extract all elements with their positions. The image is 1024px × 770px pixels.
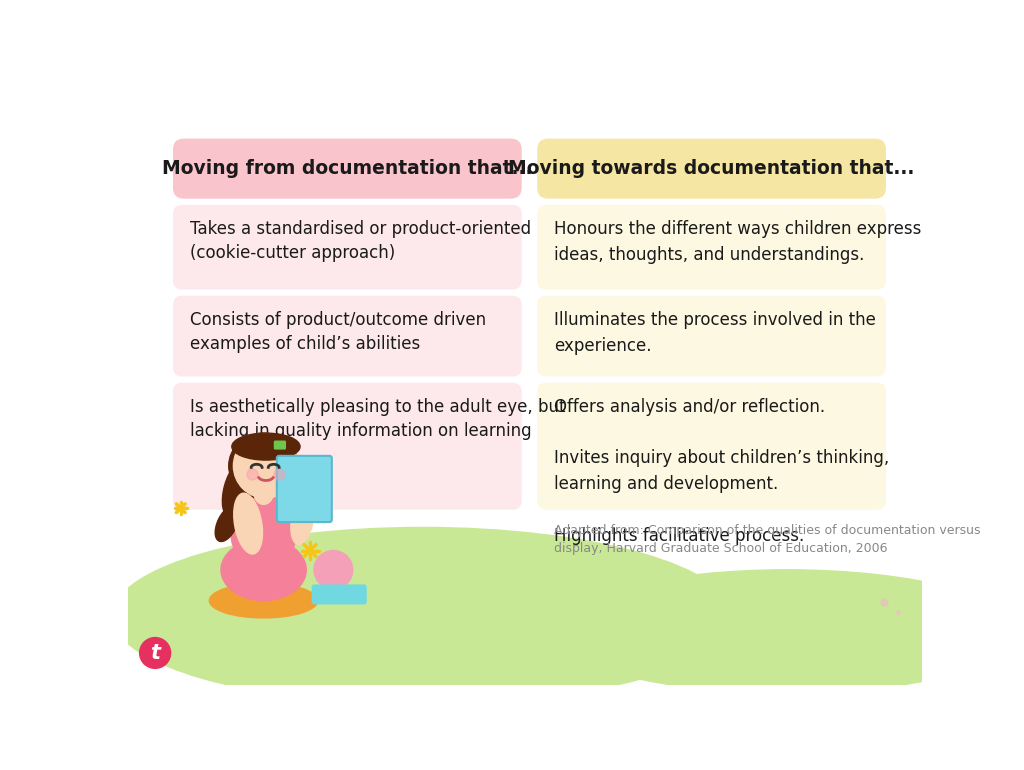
Ellipse shape <box>221 539 306 601</box>
Text: Moving from documentation that...: Moving from documentation that... <box>162 159 532 178</box>
FancyBboxPatch shape <box>173 383 521 510</box>
Ellipse shape <box>291 495 314 544</box>
FancyBboxPatch shape <box>538 296 886 377</box>
Ellipse shape <box>113 527 732 705</box>
FancyBboxPatch shape <box>311 584 367 604</box>
FancyBboxPatch shape <box>538 205 886 290</box>
Ellipse shape <box>233 493 262 554</box>
Ellipse shape <box>554 570 1019 693</box>
Ellipse shape <box>228 433 299 499</box>
FancyBboxPatch shape <box>274 441 286 449</box>
Text: Adapted from: Comparison of the qualities of documentation versus
display, Harva: Adapted from: Comparison of the qualitie… <box>554 524 981 554</box>
Text: t: t <box>151 643 160 663</box>
Text: Moving towards documentation that...: Moving towards documentation that... <box>508 159 914 178</box>
Ellipse shape <box>230 493 297 570</box>
Text: Consists of product/outcome driven
examples of child’s abilities: Consists of product/outcome driven examp… <box>190 311 486 353</box>
Text: Offers analysis and/or reflection.

Invites inquiry about children’s thinking,
l: Offers analysis and/or reflection. Invit… <box>554 398 890 544</box>
FancyBboxPatch shape <box>538 383 886 510</box>
Circle shape <box>233 434 299 498</box>
FancyBboxPatch shape <box>538 139 886 199</box>
Ellipse shape <box>222 461 251 517</box>
Ellipse shape <box>314 551 352 589</box>
FancyBboxPatch shape <box>173 296 521 377</box>
Text: Takes a standardised or product-oriented
(cookie-cutter approach): Takes a standardised or product-oriented… <box>190 220 531 262</box>
Ellipse shape <box>254 481 273 504</box>
Ellipse shape <box>215 506 240 541</box>
Text: Is aesthetically pleasing to the adult eye, but
lacking in quality information o: Is aesthetically pleasing to the adult e… <box>190 398 565 440</box>
Circle shape <box>139 638 171 668</box>
Text: Honours the different ways children express
ideas, thoughts, and understandings.: Honours the different ways children expr… <box>554 220 922 264</box>
Ellipse shape <box>209 584 317 618</box>
Ellipse shape <box>231 433 300 460</box>
FancyBboxPatch shape <box>173 139 521 199</box>
Text: Illuminates the process involved in the
experience.: Illuminates the process involved in the … <box>554 311 877 355</box>
FancyBboxPatch shape <box>173 205 521 290</box>
FancyBboxPatch shape <box>276 456 332 522</box>
